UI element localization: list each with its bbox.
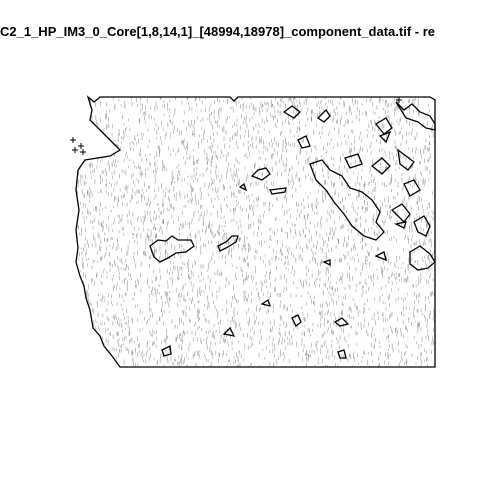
stipple-dots — [76, 97, 435, 367]
tissue-outline — [75, 95, 436, 368]
hole-outlines — [149, 101, 436, 359]
stipple — [76, 97, 435, 367]
cross-marks — [70, 97, 402, 155]
plot-title: C2_1_HP_IM3_0_Core[1,8,14,1]_[48994,1897… — [0, 24, 435, 39]
